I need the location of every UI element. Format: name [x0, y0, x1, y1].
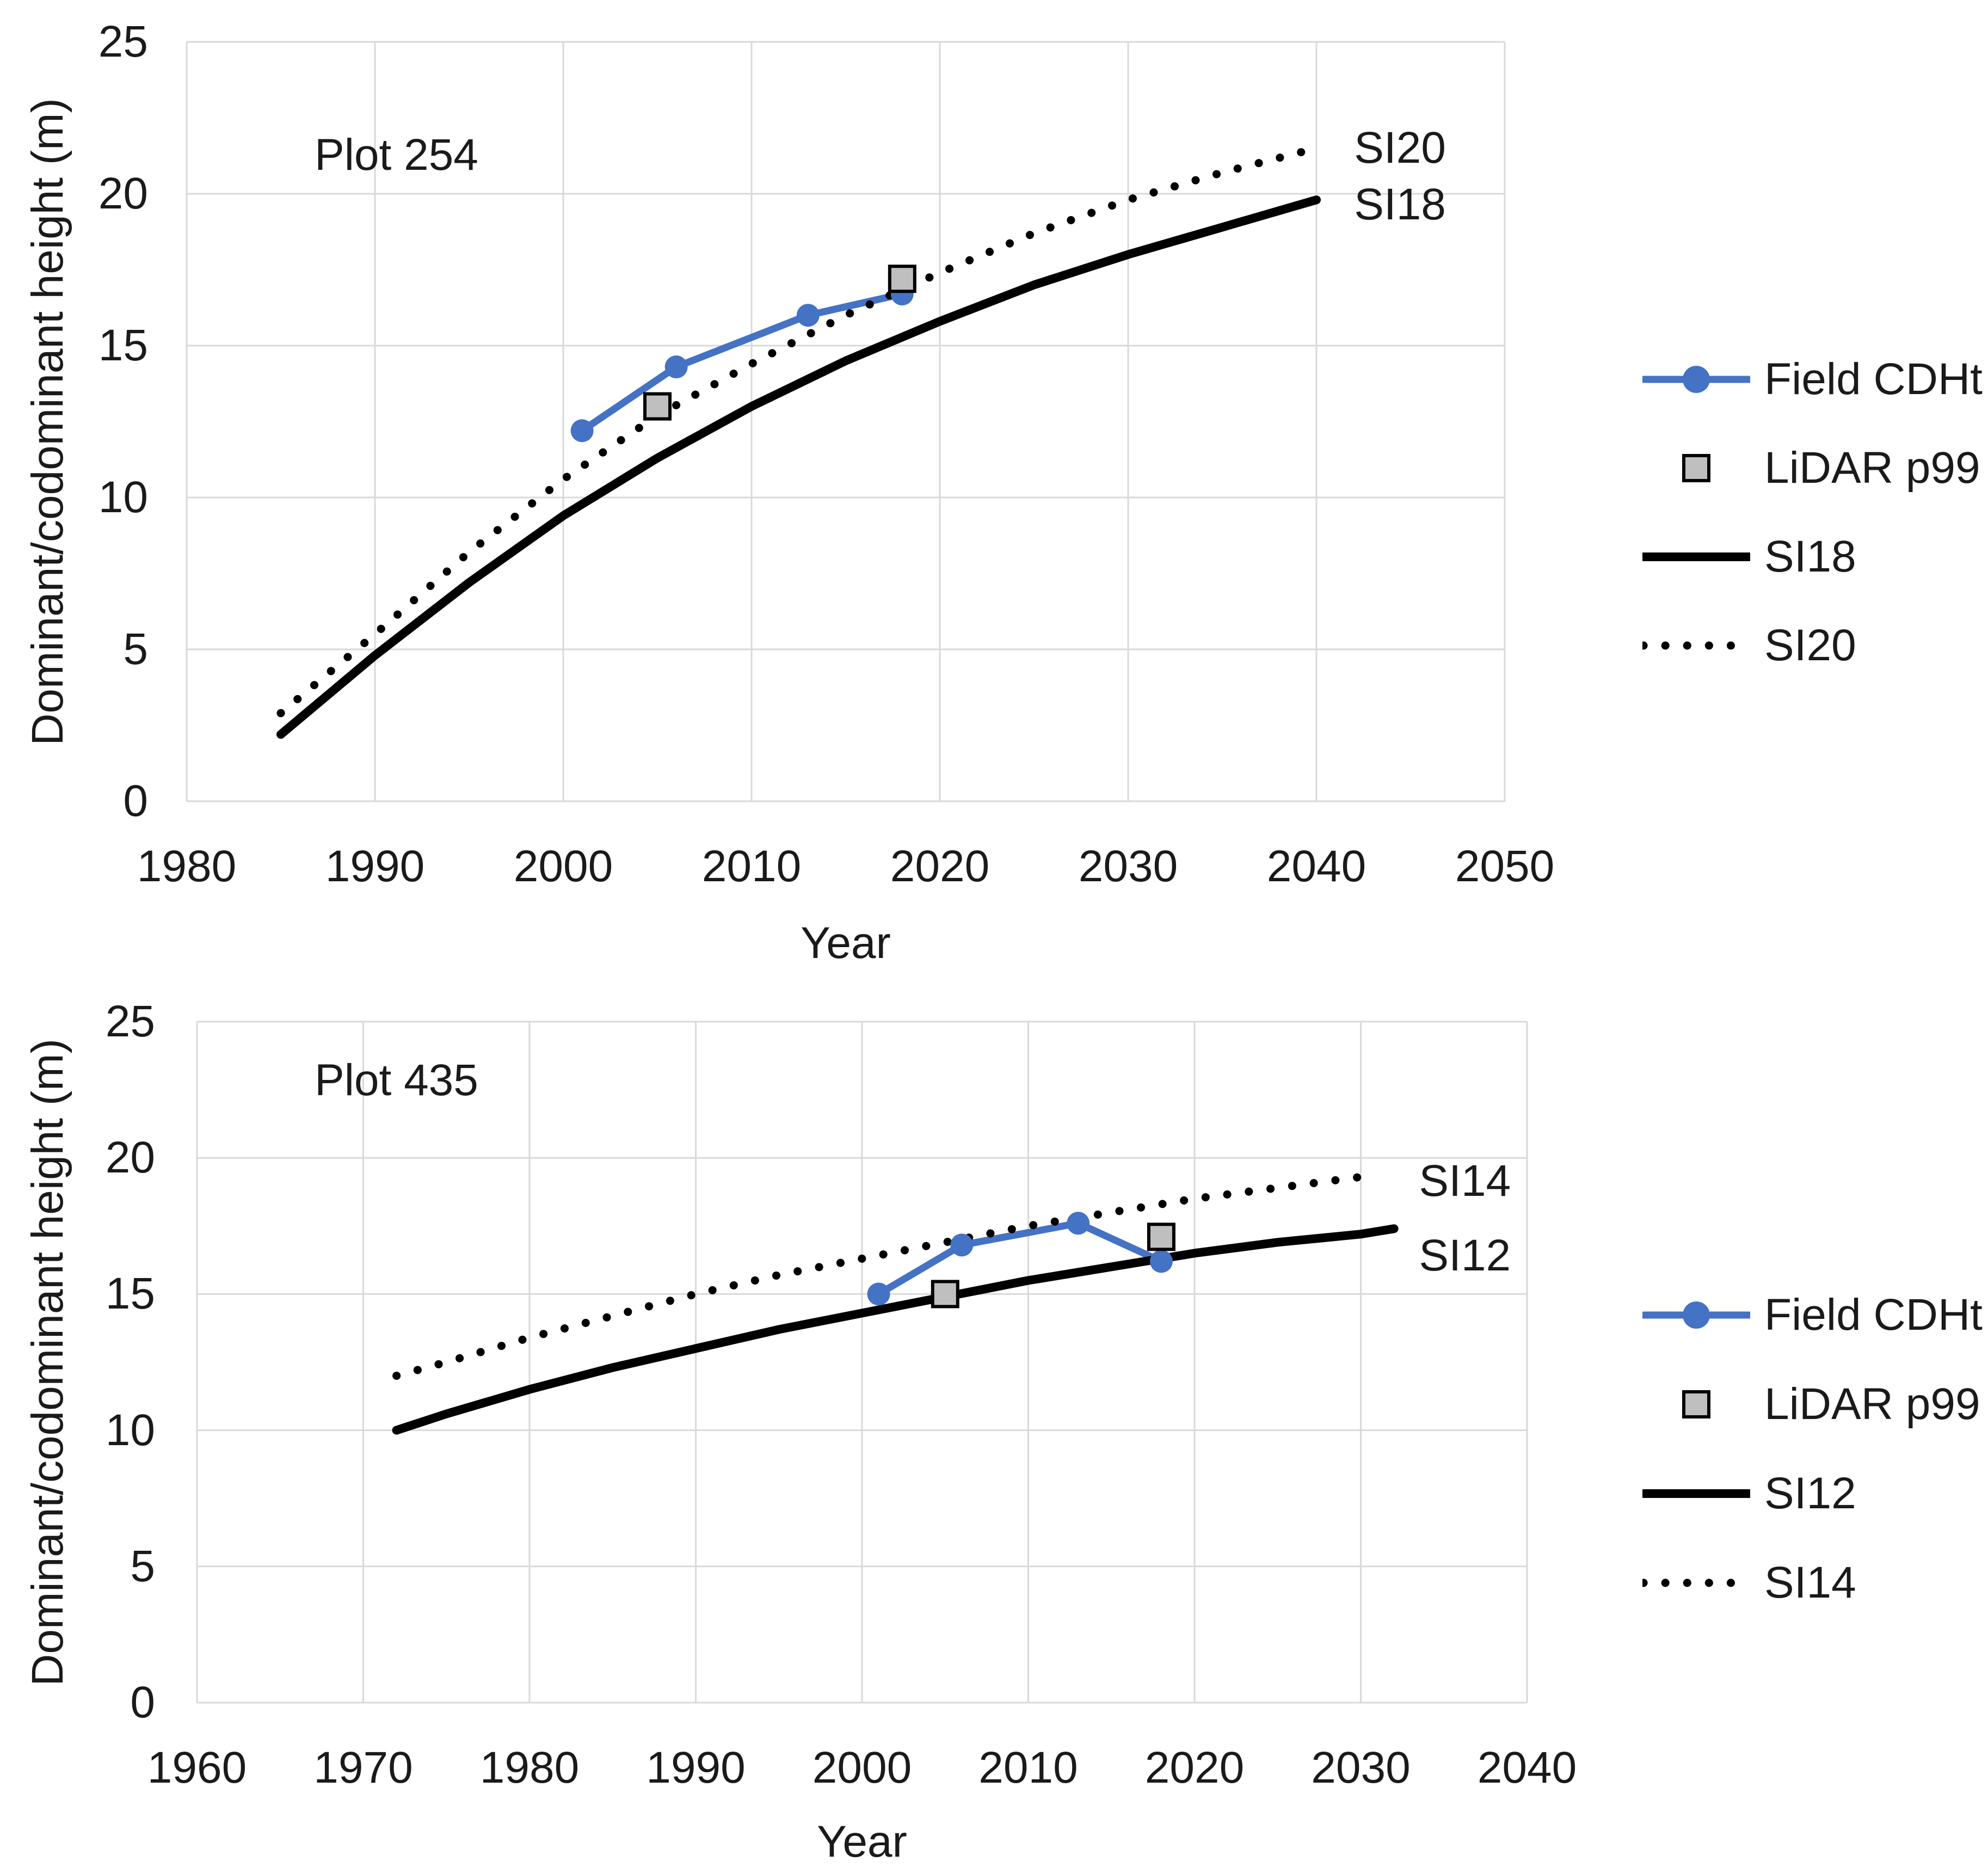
x-tick-label: 2030 — [1311, 1743, 1411, 1792]
legend-item-field-cdht: Field CDHt — [1642, 1285, 1983, 1346]
data-point-circle — [867, 1282, 890, 1306]
legend-label: SI18 — [1764, 532, 1856, 581]
x-tick-label: 1970 — [313, 1743, 413, 1792]
data-point-circle — [570, 419, 594, 443]
x-axis-title: Year — [801, 918, 891, 968]
legend-item-lidar-p99: LiDAR p99 — [1642, 1374, 1980, 1435]
series-line-si20 — [276, 144, 1321, 717]
y-tick-label: 5 — [130, 1541, 155, 1591]
y-tick-label: 15 — [98, 321, 148, 370]
series-line-field-cdht — [875, 1219, 1165, 1298]
legend-item-si20: SI20 — [1642, 615, 1856, 676]
curve-label-si18: SI18 — [1354, 179, 1446, 229]
x-tick-label: 1980 — [479, 1743, 580, 1792]
legend-item-si18: SI18 — [1642, 526, 1856, 587]
y-tick-label: 0 — [130, 1678, 155, 1727]
chart-title: Plot 254 — [315, 130, 478, 180]
legend-label: SI20 — [1764, 621, 1856, 670]
x-tick-label: 1990 — [646, 1743, 746, 1792]
legend-swatch-line-icon — [1642, 1463, 1750, 1524]
data-point-square — [931, 1280, 959, 1309]
x-tick-label: 2030 — [1078, 842, 1178, 891]
series-line-si18 — [276, 195, 1321, 739]
data-point-square — [1147, 1223, 1175, 1251]
legend-label: SI14 — [1764, 1558, 1856, 1607]
x-tick-label: 1960 — [147, 1743, 247, 1792]
data-point-circle — [664, 355, 688, 379]
curve-label-si20: SI20 — [1354, 123, 1446, 173]
curve-label-si14: SI14 — [1419, 1156, 1511, 1206]
legend-item-field-cdht: Field CDHt — [1642, 349, 1983, 410]
legend-label: SI12 — [1764, 1469, 1856, 1518]
legend-item-lidar-p99: LiDAR p99 — [1642, 438, 1980, 499]
legend-circle-marker — [1683, 366, 1710, 393]
legend-label: Field CDHt — [1764, 354, 1983, 404]
x-tick-label: 1980 — [137, 842, 237, 891]
legend-swatch-line-icon — [1642, 1285, 1750, 1346]
legend-swatch-line-icon — [1642, 526, 1750, 587]
data-point-circle — [1149, 1250, 1173, 1273]
legend-square-marker — [1682, 1390, 1710, 1418]
legend-square-marker — [1682, 454, 1710, 482]
data-point-square — [888, 265, 916, 293]
legend-label: LiDAR p99 — [1764, 443, 1980, 493]
legend-item-si14: SI14 — [1642, 1552, 1856, 1613]
x-tick-label: 2020 — [1144, 1743, 1245, 1792]
legend-label: Field CDHt — [1764, 1290, 1983, 1340]
series-line-si14 — [392, 1170, 1382, 1380]
x-tick-label: 2050 — [1455, 842, 1555, 891]
x-tick-label: 2040 — [1477, 1743, 1577, 1792]
y-tick-label: 5 — [123, 624, 148, 674]
x-tick-label: 2000 — [513, 842, 613, 891]
curve-label-si12: SI12 — [1419, 1231, 1511, 1281]
x-tick-label: 2010 — [978, 1743, 1078, 1792]
y-tick-label: 20 — [98, 169, 148, 218]
data-point-circle — [890, 282, 914, 306]
y-tick-label: 0 — [123, 776, 148, 826]
x-tick-label: 2040 — [1266, 842, 1367, 891]
y-axis-title: Dominant/codominant height (m) — [23, 1038, 72, 1686]
chart-title: Plot 435 — [315, 1055, 478, 1105]
data-point-circle — [796, 304, 820, 327]
legend-circle-marker — [1683, 1301, 1710, 1329]
y-tick-label: 20 — [105, 1133, 155, 1183]
x-tick-label: 2020 — [890, 842, 990, 891]
y-tick-label: 25 — [105, 997, 155, 1046]
legend-swatch-square-icon — [1642, 438, 1750, 499]
y-tick-label: 10 — [98, 472, 148, 522]
y-tick-label: 10 — [105, 1405, 155, 1455]
legend-swatch-square-icon — [1642, 1374, 1750, 1435]
data-point-circle — [1067, 1212, 1090, 1235]
legend-swatch-dotted-line-icon — [1642, 615, 1750, 676]
data-point-circle — [950, 1233, 974, 1257]
series-line-si12 — [392, 1224, 1399, 1435]
legend-item-si12: SI12 — [1642, 1463, 1856, 1524]
series-line-field-cdht — [578, 290, 906, 434]
data-point-square — [643, 392, 672, 421]
legend-label: LiDAR p99 — [1764, 1379, 1980, 1429]
y-axis-title: Dominant/codominant height (m) — [23, 97, 72, 746]
x-tick-label: 2010 — [701, 842, 802, 891]
x-tick-label: 2000 — [812, 1743, 912, 1792]
x-axis-title: Year — [817, 1817, 907, 1866]
x-tick-label: 1990 — [325, 842, 425, 891]
legend-swatch-line-icon — [1642, 349, 1750, 410]
legend-swatch-dotted-line-icon — [1642, 1552, 1750, 1613]
y-tick-label: 25 — [98, 17, 148, 66]
y-tick-label: 15 — [105, 1269, 155, 1319]
